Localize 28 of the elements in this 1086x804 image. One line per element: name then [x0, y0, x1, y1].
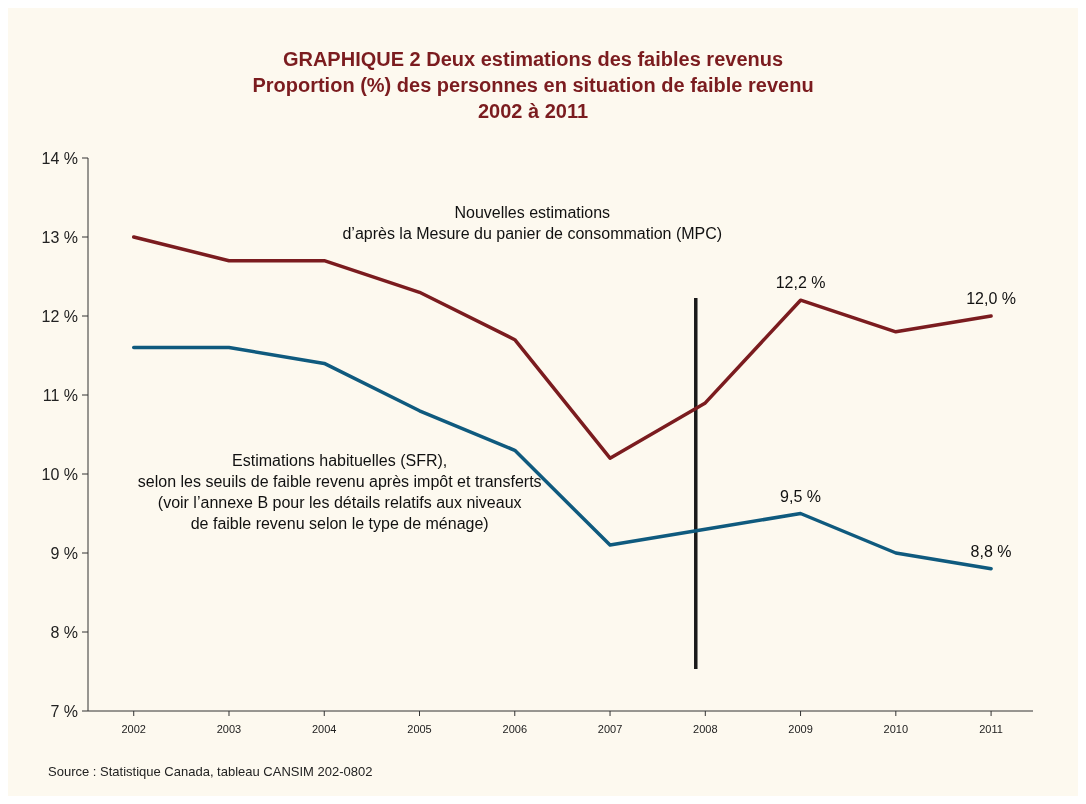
- chart-subtitle: Proportion (%) des personnes en situation de faible revenu 2002 à 2011: [252, 74, 814, 122]
- x-tick-label: 2009: [788, 723, 813, 735]
- series-label: Estimations habituelles (SFR), selon les seuils de faible revenu après impôt et transferts (voir l’annexe B pour les détails relatifs aux niveaux de faible revenu selon le type de ménage): [137, 451, 542, 532]
- y-tick-label: 8 %: [50, 624, 78, 641]
- y-tick-label: 9 %: [50, 545, 78, 562]
- data-label: 12,2 %: [775, 274, 826, 292]
- series-label: Nouvelles estimations d’après la Mesure du panier de consommation (MPC): [342, 204, 723, 242]
- source-note: Source : Statistique Canada, tableau CANSIM 202-0802: [48, 764, 373, 779]
- x-tick-label: 2003: [216, 723, 242, 735]
- y-tick-label: 14 %: [41, 150, 78, 167]
- data-label: 8,8 %: [970, 542, 1012, 560]
- data-label: 12,0 %: [966, 290, 1016, 307]
- x-tick-label: 2010: [883, 723, 909, 735]
- data-label: 9,5 %: [780, 487, 822, 505]
- y-tick-label: 12 %: [41, 308, 78, 325]
- x-tick-label: 2008: [693, 723, 718, 735]
- y-tick-label: 11 %: [42, 387, 78, 404]
- x-tick-label: 2002: [121, 723, 146, 735]
- line-series: [131, 345, 993, 571]
- y-tick-label: 13 %: [41, 229, 78, 246]
- x-tick-label: 2004: [312, 723, 337, 735]
- y-tick-label: 10 %: [41, 466, 78, 483]
- x-tick-label: 2011: [979, 723, 1003, 735]
- x-tick-label: 2005: [407, 723, 432, 735]
- chart-title: GRAPHIQUE 2 Deux estimations des faibles revenus: [282, 48, 784, 70]
- y-tick-label: 7 %: [50, 703, 78, 720]
- x-tick-label: 2006: [502, 723, 528, 735]
- x-tick-label: 2007: [597, 723, 623, 735]
